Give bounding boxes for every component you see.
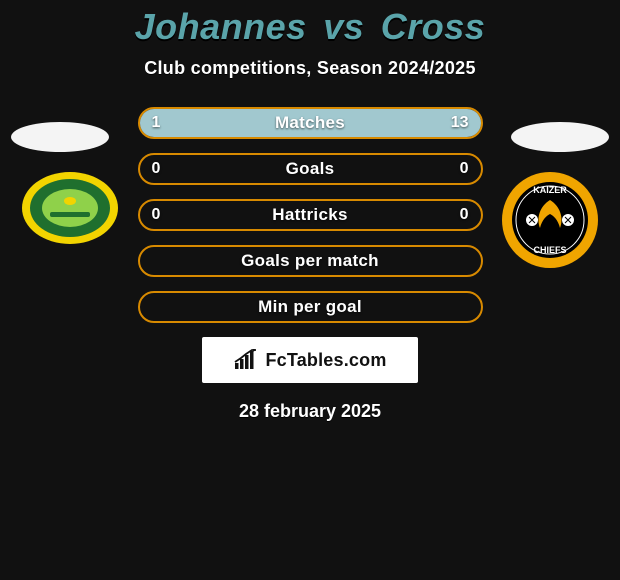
player1-name: Johannes [135, 6, 307, 47]
stat-label: Min per goal [140, 293, 481, 321]
chart-icon [233, 349, 259, 371]
player1-avatar-placeholder [11, 122, 109, 152]
stat-value-right: 13 [451, 109, 469, 137]
player2-name: Cross [381, 6, 486, 47]
club-logo-left [20, 168, 120, 248]
stat-row: Min per goal [138, 291, 483, 323]
stat-row: Goals0 0 [138, 153, 483, 185]
player2-avatar-placeholder [511, 122, 609, 152]
vs-label: vs [323, 6, 364, 47]
stats-panel: Matches113Goals00Hattricks00Goals per ma… [138, 107, 483, 323]
infographic-root: Johannes vs Cross Club competitions, Sea… [0, 0, 620, 422]
brand-watermark: FcTables.com [202, 337, 418, 383]
comparison-date: 28 february 2025 [0, 401, 620, 422]
stat-value-right: 0 [460, 201, 469, 229]
stat-label: Hattricks [140, 201, 481, 229]
stat-value-right: 0 [460, 155, 469, 183]
page-title: Johannes vs Cross [0, 0, 620, 48]
stat-label: Goals per match [140, 247, 481, 275]
stat-row: Goals per match [138, 245, 483, 277]
stat-row: Matches1 13 [138, 107, 483, 139]
stat-label: Goals [140, 155, 481, 183]
season-subtitle: Club competitions, Season 2024/2025 [0, 58, 620, 79]
brand-text: FcTables.com [265, 350, 386, 371]
stat-value-left: 0 [152, 155, 161, 183]
svg-text:CHIEFS: CHIEFS [533, 245, 566, 255]
stat-value-left: 1 [152, 109, 161, 137]
svg-text:KAIZER: KAIZER [533, 185, 567, 195]
club-logo-right: KAIZER CHIEFS [500, 170, 600, 270]
stat-label: Matches [140, 109, 481, 137]
stat-row: Hattricks0 0 [138, 199, 483, 231]
stat-value-left: 0 [152, 201, 161, 229]
